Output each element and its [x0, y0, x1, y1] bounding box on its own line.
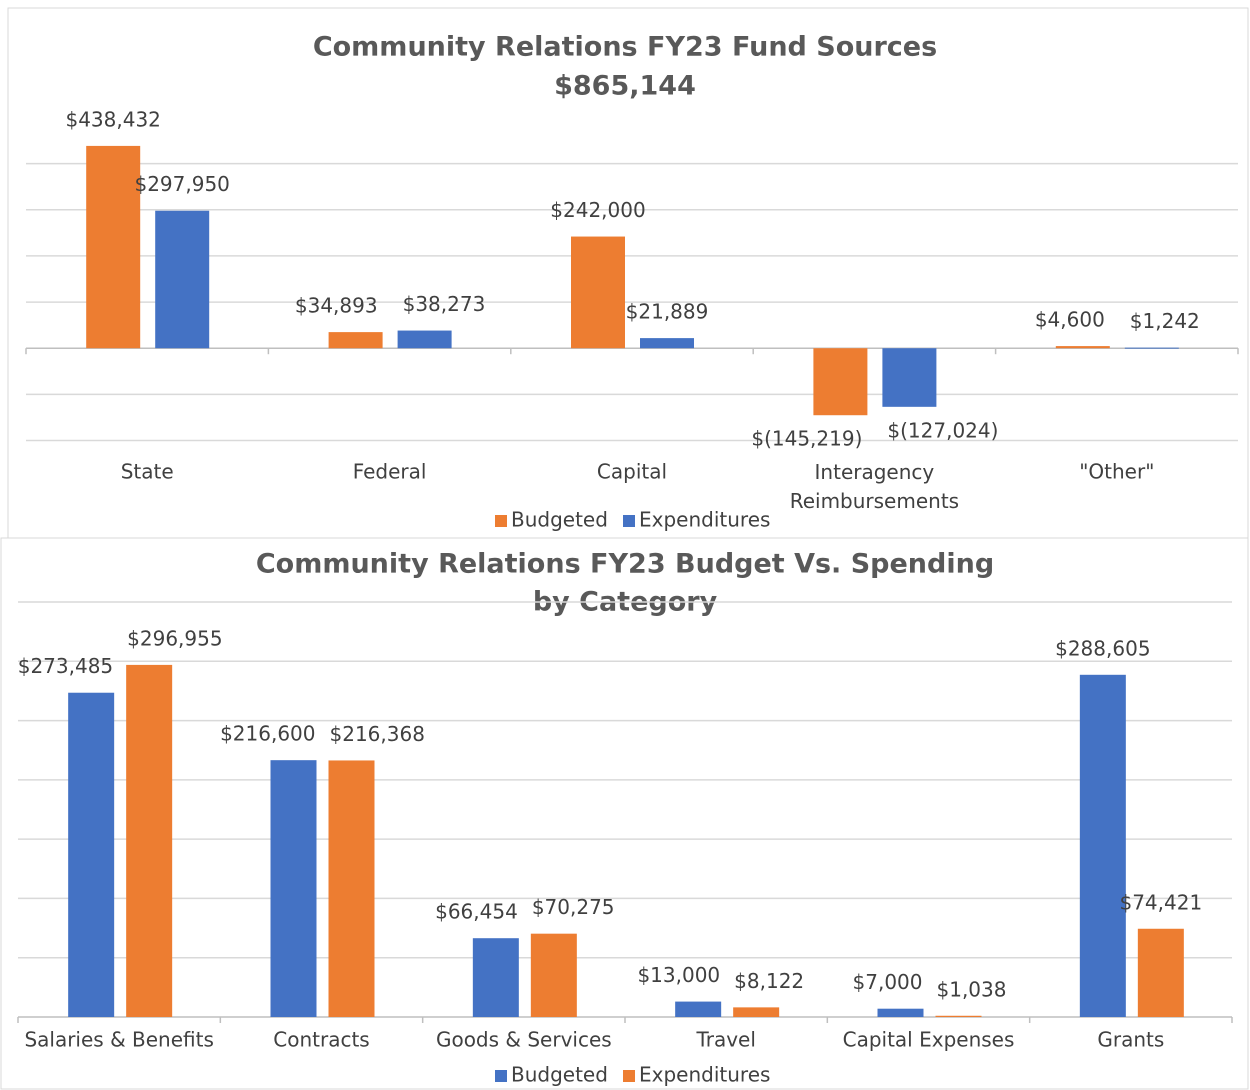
bar — [328, 760, 375, 1017]
data-label: $216,600 — [220, 722, 315, 746]
bar — [1124, 347, 1179, 349]
chart-frame — [0, 537, 1249, 1090]
bar — [1079, 674, 1126, 1017]
x-tick-label: State — [121, 460, 174, 484]
x-tick-label: Capital — [597, 460, 667, 484]
data-label: $438,432 — [65, 107, 160, 131]
x-tick-label: Contracts — [273, 1028, 369, 1052]
x-tick-label: Salaries & Benefits — [24, 1028, 213, 1052]
data-label: $242,000 — [550, 198, 645, 222]
bar — [270, 760, 317, 1017]
x-tick-label: Travel — [695, 1028, 755, 1052]
data-label: $74,421 — [1119, 890, 1202, 914]
data-label: $(145,219) — [751, 427, 862, 451]
bar — [813, 348, 868, 416]
chart-title: Community Relations FY23 Fund Sources — [313, 32, 937, 63]
data-label: $21,889 — [626, 300, 709, 324]
bar — [530, 933, 577, 1017]
bar — [68, 692, 115, 1017]
legend-label: Expenditures — [639, 508, 770, 532]
data-label: $34,893 — [295, 294, 378, 318]
bar — [1055, 346, 1110, 349]
bar — [935, 1015, 982, 1017]
legend-swatch — [623, 515, 635, 527]
data-label: $70,275 — [532, 895, 615, 919]
data-label: $4,600 — [1035, 308, 1105, 332]
data-label: $8,122 — [734, 969, 804, 993]
legend-swatch — [495, 1070, 507, 1082]
bar — [126, 664, 173, 1017]
data-label: $296,955 — [127, 626, 222, 650]
x-tick-label: Goods & Services — [436, 1028, 612, 1052]
data-label: $38,273 — [403, 292, 486, 316]
legend-swatch — [495, 515, 507, 527]
x-tick-label: "Other" — [1079, 460, 1154, 484]
x-tick-label: Capital Expenses — [843, 1028, 1015, 1052]
bar — [397, 330, 452, 349]
data-label: $288,605 — [1055, 636, 1150, 660]
legend-label: Budgeted — [511, 508, 608, 532]
bar — [733, 1007, 780, 1017]
bar — [155, 210, 210, 349]
data-label: $66,454 — [435, 900, 518, 924]
bar — [675, 1001, 722, 1017]
data-label: $1,242 — [1130, 309, 1200, 333]
x-tick-label: Interagency Reimbursements — [790, 460, 959, 513]
data-label: $(127,024) — [887, 418, 998, 442]
data-label: $1,038 — [937, 977, 1007, 1001]
bar — [877, 1008, 924, 1017]
legend-label: Budgeted — [511, 1063, 608, 1087]
legend-swatch — [623, 1070, 635, 1082]
bar — [882, 348, 937, 407]
bar — [472, 938, 519, 1017]
data-label: $216,368 — [330, 722, 425, 746]
data-label: $13,000 — [637, 963, 720, 987]
bar — [571, 236, 625, 349]
bar — [86, 145, 141, 349]
legend-label: Expenditures — [639, 1063, 770, 1087]
bar — [1137, 928, 1184, 1017]
bar — [328, 332, 383, 349]
data-label: $7,000 — [853, 970, 923, 994]
data-label: $297,950 — [134, 172, 229, 196]
x-tick-label: Grants — [1097, 1028, 1164, 1052]
chart-subtitle: $865,144 — [554, 71, 696, 102]
data-label: $273,485 — [18, 654, 113, 678]
x-tick-label: Federal — [353, 460, 427, 484]
bar — [640, 338, 694, 349]
chart-title: Community Relations FY23 Budget Vs. Spen… — [256, 549, 994, 580]
